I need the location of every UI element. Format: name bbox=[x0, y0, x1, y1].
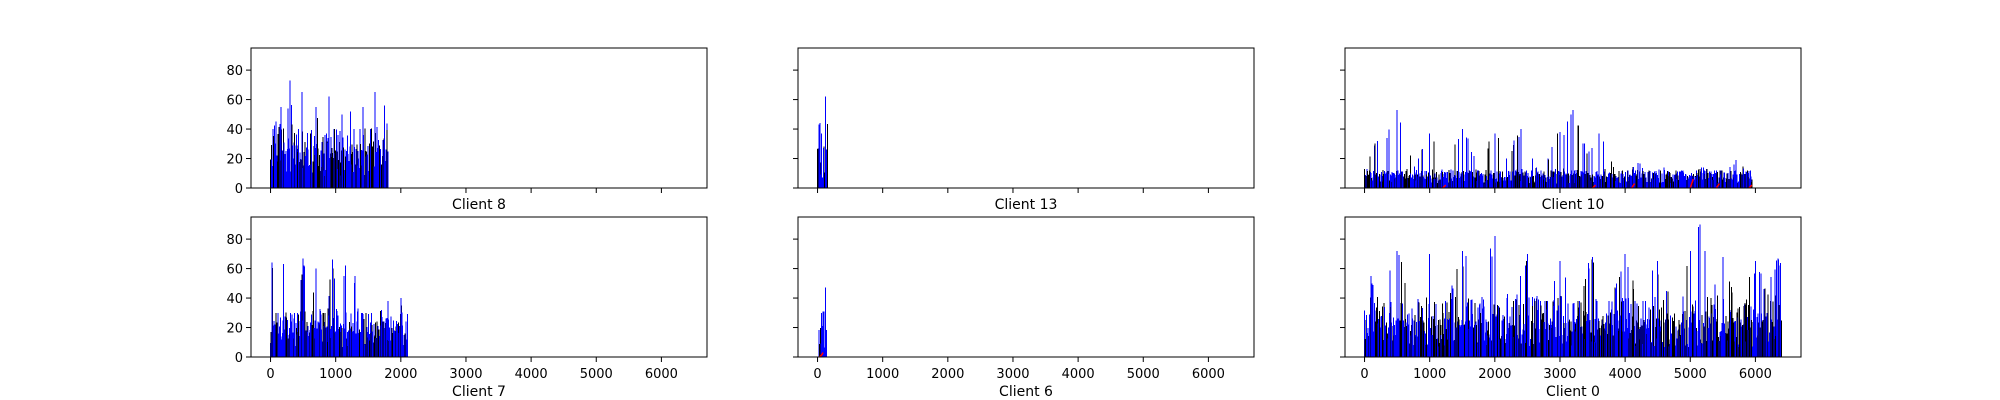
x-tick-label: 2000 bbox=[384, 367, 417, 382]
x-tick-label: 1000 bbox=[1413, 367, 1446, 382]
x-tick-label: 5000 bbox=[1674, 367, 1707, 382]
bars-group bbox=[818, 287, 828, 357]
subplot-client-6: 0 1000 2000 3000 4000 5000 6000 Client 6 bbox=[793, 216, 1255, 400]
x-tick-label: 6000 bbox=[1192, 367, 1225, 382]
x-tick-label: 3000 bbox=[449, 367, 482, 382]
x-tick-label: 3000 bbox=[996, 367, 1029, 382]
x-tick-label: 6000 bbox=[645, 367, 678, 382]
subplot-title: Client 7 bbox=[452, 384, 506, 400]
x-tick-label: 4000 bbox=[1062, 367, 1095, 382]
bars-group bbox=[1364, 109, 1753, 188]
y-tick-label: 60 bbox=[226, 94, 243, 109]
subplot-grid: 0 20 40 60 80 Client 8 Client 13 Client 10 0 20 40… bbox=[226, 47, 1802, 400]
subplot-title: Client 6 bbox=[999, 384, 1053, 400]
red-mark bbox=[1631, 183, 1636, 188]
y-tick-label: 20 bbox=[226, 322, 243, 337]
subplot-title: Client 8 bbox=[452, 197, 506, 213]
axes-frame bbox=[250, 47, 708, 189]
x-tick-label: 2000 bbox=[1478, 367, 1511, 382]
red-mark bbox=[819, 352, 824, 357]
red-mark bbox=[1689, 178, 1694, 188]
subplot-title: Client 10 bbox=[1542, 197, 1605, 213]
bars-group bbox=[1364, 224, 1782, 357]
x-tick-label: 0 bbox=[813, 367, 821, 382]
subplot-title: Client 0 bbox=[1546, 384, 1600, 400]
axes-frame bbox=[1344, 216, 1802, 358]
y-tick-label: 0 bbox=[235, 182, 243, 197]
x-tick-label: 1000 bbox=[319, 367, 352, 382]
subplot-client-7: 0 20 40 60 80 0 1000 2000 3000 4000 5000 6000 Client… bbox=[226, 216, 708, 400]
y-tick-label: 40 bbox=[226, 123, 243, 138]
x-tick-label: 2000 bbox=[931, 367, 964, 382]
x-tick-label: 6000 bbox=[1739, 367, 1772, 382]
x-tick-label: 0 bbox=[266, 367, 274, 382]
x-tick-label: 4000 bbox=[1609, 367, 1642, 382]
red-mark bbox=[1715, 183, 1720, 188]
subplot-client-10: Client 10 bbox=[1340, 47, 1802, 213]
y-tick-label: 20 bbox=[226, 153, 243, 168]
subplot-client-0: 0 1000 2000 3000 4000 5000 6000 Client 0 bbox=[1340, 216, 1802, 400]
y-tick-label: 0 bbox=[235, 351, 243, 366]
axes-frame bbox=[797, 216, 1255, 358]
x-tick-label: 0 bbox=[1360, 367, 1368, 382]
x-tick-label: 5000 bbox=[1127, 367, 1160, 382]
axes-frame bbox=[1344, 47, 1802, 189]
y-tick-label: 40 bbox=[226, 292, 243, 307]
axes-frame bbox=[250, 216, 708, 358]
x-tick-label: 4000 bbox=[515, 367, 548, 382]
bars-group bbox=[270, 258, 408, 357]
subplot-title: Client 13 bbox=[995, 197, 1058, 213]
subplot-client-8: 0 20 40 60 80 Client 8 bbox=[226, 47, 708, 213]
x-tick-label: 1000 bbox=[866, 367, 899, 382]
axes-frame bbox=[797, 47, 1255, 189]
x-tick-label: 3000 bbox=[1543, 367, 1576, 382]
y-tick-label: 60 bbox=[226, 263, 243, 278]
y-tick-label: 80 bbox=[226, 233, 243, 248]
x-tick-label: 5000 bbox=[580, 367, 613, 382]
y-tick-label: 80 bbox=[226, 64, 243, 79]
subplot-client-13: Client 13 bbox=[793, 47, 1255, 213]
bars-group bbox=[270, 80, 389, 188]
bars-group bbox=[817, 96, 828, 188]
